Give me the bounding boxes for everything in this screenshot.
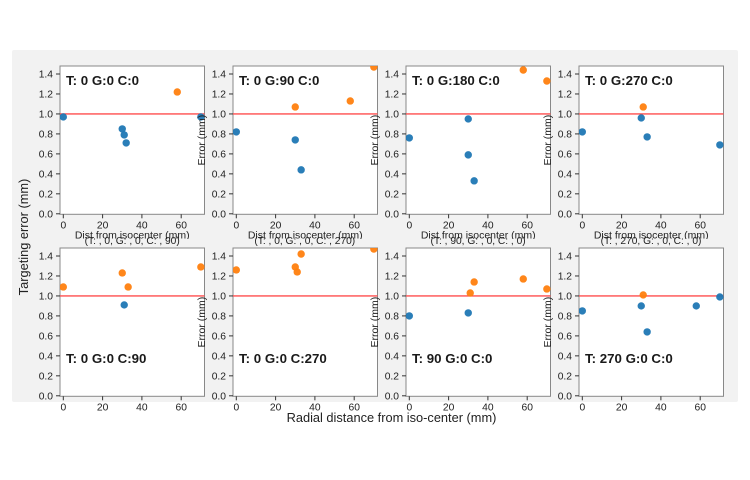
svg-text:T: 0 G:90 C:0: T: 0 G:90 C:0 [239, 72, 319, 87]
svg-text:T: 270 G:0 C:0: T: 270 G:0 C:0 [585, 351, 673, 366]
svg-text:T: 0 G:0 C:270: T: 0 G:0 C:270 [239, 351, 327, 366]
svg-text:60: 60 [521, 403, 533, 414]
svg-text:0.2: 0.2 [558, 189, 573, 200]
svg-text:0.6: 0.6 [39, 149, 54, 160]
svg-text:40: 40 [482, 403, 494, 414]
svg-text:1.2: 1.2 [211, 89, 226, 100]
svg-text:0: 0 [60, 403, 66, 414]
svg-text:0.8: 0.8 [385, 129, 400, 140]
svg-text:1.4: 1.4 [211, 252, 226, 263]
svg-text:0.8: 0.8 [39, 312, 54, 323]
svg-text:Error (mm): Error (mm) [197, 297, 208, 348]
svg-text:60: 60 [694, 403, 706, 414]
svg-text:1.0: 1.0 [385, 109, 400, 120]
svg-text:0.6: 0.6 [385, 332, 400, 343]
svg-text:1.2: 1.2 [385, 272, 400, 283]
svg-text:1.2: 1.2 [39, 272, 54, 283]
svg-text:1.0: 1.0 [558, 292, 573, 303]
svg-text:0: 0 [233, 220, 239, 231]
svg-text:0.4: 0.4 [385, 352, 400, 363]
svg-text:0: 0 [579, 403, 585, 414]
svg-text:1.4: 1.4 [39, 69, 54, 80]
svg-text:0.4: 0.4 [385, 169, 400, 180]
svg-text:1.2: 1.2 [558, 272, 573, 283]
svg-text:20: 20 [616, 403, 628, 414]
svg-text:1.0: 1.0 [558, 109, 573, 120]
svg-text:0.8: 0.8 [211, 312, 226, 323]
svg-text:1.4: 1.4 [385, 69, 400, 80]
svg-text:20: 20 [443, 403, 455, 414]
svg-text:1.2: 1.2 [385, 89, 400, 100]
svg-text:0.6: 0.6 [211, 332, 226, 343]
svg-text:0: 0 [579, 220, 585, 231]
svg-text:Error (mm): Error (mm) [543, 297, 554, 348]
svg-text:Error (mm): Error (mm) [197, 114, 208, 165]
svg-text:1.0: 1.0 [39, 292, 54, 303]
svg-text:0.8: 0.8 [558, 129, 573, 140]
svg-text:0: 0 [60, 220, 66, 231]
svg-text:60: 60 [175, 403, 187, 414]
svg-text:Error (mm): Error (mm) [543, 114, 554, 165]
svg-text:1.0: 1.0 [385, 292, 400, 303]
svg-text:40: 40 [655, 403, 667, 414]
svg-text:T: 90 G:0 C:0: T: 90 G:0 C:0 [412, 351, 492, 366]
svg-text:0.0: 0.0 [558, 209, 573, 220]
svg-text:1.4: 1.4 [39, 252, 54, 263]
svg-text:1.4: 1.4 [558, 252, 573, 263]
svg-text:0.2: 0.2 [385, 372, 400, 383]
svg-text:0.0: 0.0 [558, 392, 573, 403]
svg-text:0.4: 0.4 [558, 352, 573, 363]
svg-text:40: 40 [136, 403, 148, 414]
svg-text:60: 60 [348, 403, 360, 414]
svg-text:0.4: 0.4 [39, 352, 54, 363]
svg-text:0.2: 0.2 [385, 189, 400, 200]
svg-text:0.0: 0.0 [385, 392, 400, 403]
svg-text:Error (mm): Error (mm) [370, 297, 381, 348]
svg-text:T: 0 G:0 C:90: T: 0 G:0 C:90 [66, 351, 146, 366]
svg-text:1.0: 1.0 [211, 109, 226, 120]
svg-text:0.2: 0.2 [39, 189, 54, 200]
svg-text:Error (mm): Error (mm) [370, 114, 381, 165]
svg-text:0.4: 0.4 [211, 169, 226, 180]
svg-text:1.0: 1.0 [211, 292, 226, 303]
svg-text:0.6: 0.6 [385, 149, 400, 160]
svg-text:0.6: 0.6 [558, 149, 573, 160]
svg-text:1.2: 1.2 [211, 272, 226, 283]
svg-text:0.8: 0.8 [558, 312, 573, 323]
svg-text:0.2: 0.2 [558, 372, 573, 383]
svg-text:0.2: 0.2 [211, 189, 226, 200]
svg-text:T: 0 G:270 C:0: T: 0 G:270 C:0 [585, 72, 673, 87]
svg-text:20: 20 [269, 403, 281, 414]
svg-text:T: 0 G:0 C:0: T: 0 G:0 C:0 [66, 72, 139, 87]
svg-text:0.4: 0.4 [211, 352, 226, 363]
svg-text:0.8: 0.8 [385, 312, 400, 323]
svg-text:0.8: 0.8 [211, 129, 226, 140]
svg-text:0.0: 0.0 [39, 209, 54, 220]
svg-text:0: 0 [406, 403, 412, 414]
svg-text:1.2: 1.2 [39, 89, 54, 100]
svg-text:40: 40 [309, 403, 321, 414]
svg-text:0.4: 0.4 [558, 169, 573, 180]
svg-text:0: 0 [406, 220, 412, 231]
svg-text:0: 0 [233, 403, 239, 414]
svg-text:1.4: 1.4 [385, 252, 400, 263]
svg-text:20: 20 [97, 403, 109, 414]
svg-text:1.4: 1.4 [558, 69, 573, 80]
svg-text:1.0: 1.0 [39, 109, 54, 120]
svg-text:0.0: 0.0 [211, 392, 226, 403]
svg-text:0.2: 0.2 [211, 372, 226, 383]
svg-text:1.2: 1.2 [558, 89, 573, 100]
svg-text:T: 0 G:180 C:0: T: 0 G:180 C:0 [412, 72, 500, 87]
svg-text:0.4: 0.4 [39, 169, 54, 180]
svg-text:0.0: 0.0 [39, 392, 54, 403]
svg-text:0.8: 0.8 [39, 129, 54, 140]
svg-text:1.4: 1.4 [211, 69, 226, 80]
svg-text:0.0: 0.0 [385, 209, 400, 220]
svg-text:0.0: 0.0 [211, 209, 226, 220]
svg-text:0.2: 0.2 [39, 372, 54, 383]
svg-text:0.6: 0.6 [39, 332, 54, 343]
svg-text:0.6: 0.6 [558, 332, 573, 343]
svg-text:0.6: 0.6 [211, 149, 226, 160]
